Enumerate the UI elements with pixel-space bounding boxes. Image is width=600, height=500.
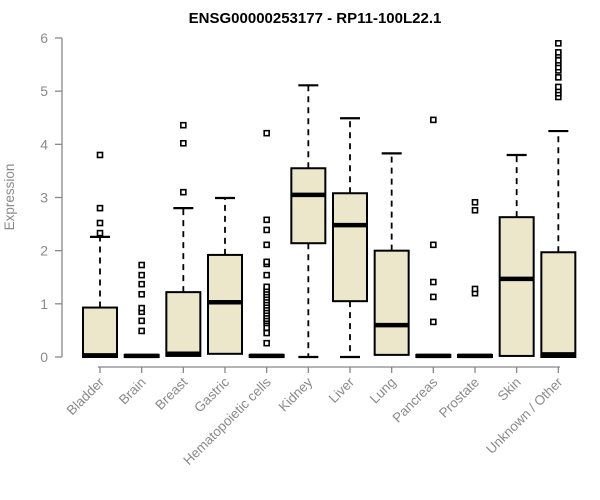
outlier-point: [471, 198, 479, 206]
category-label: Brain: [116, 375, 149, 408]
outlier-point: [263, 329, 270, 337]
outlier-point: [263, 226, 270, 234]
outlier-point: [430, 293, 437, 301]
outlier-point: [138, 327, 145, 335]
outlier-point: [180, 121, 187, 129]
outlier-point: [180, 139, 187, 147]
category-label: Skin: [495, 375, 524, 404]
category-label: Breast: [152, 374, 190, 412]
y-tick-label: 4: [40, 136, 48, 152]
outlier-point: [138, 317, 145, 325]
outlier-point: [555, 40, 562, 47]
outlier-point: [96, 151, 104, 159]
outlier-point: [430, 241, 437, 249]
outlier-point: [430, 278, 437, 286]
category-label: Liver: [326, 374, 358, 406]
box-rect: [82, 306, 118, 358]
outlier-point: [471, 206, 479, 214]
outlier-point: [430, 116, 437, 124]
category-label: Lung: [367, 375, 399, 407]
category-label: Kidney: [276, 374, 316, 414]
outlier-point: [263, 339, 270, 347]
box-rect: [540, 251, 577, 358]
y-tick-label: 0: [40, 349, 48, 365]
outlier-point: [138, 280, 145, 288]
outlier-point: [430, 318, 437, 326]
category-label: Unknown / Other: [483, 374, 566, 457]
box-rect: [332, 192, 369, 303]
box-rect: [290, 167, 327, 245]
category-label: Prostate: [436, 375, 482, 421]
y-tick-label: 2: [40, 243, 48, 259]
y-tick-label: 3: [40, 189, 48, 205]
category-label: Gastric: [191, 374, 232, 415]
box-rect: [498, 216, 535, 357]
outlier-point: [263, 283, 270, 291]
outlier-point: [96, 204, 104, 212]
box-rect: [373, 249, 410, 356]
y-tick-label: 6: [40, 30, 48, 46]
outlier-point: [96, 219, 104, 227]
y-tick-label: 1: [40, 296, 48, 312]
category-label: Bladder: [64, 374, 108, 418]
outlier-point: [263, 216, 270, 224]
outlier-point: [138, 271, 145, 279]
outlier-point: [555, 74, 562, 81]
outlier-point: [138, 304, 145, 312]
outlier-point: [180, 188, 187, 196]
chart-title: ENSG00000253177 - RP11-100L22.1: [189, 10, 442, 27]
category-label: Pancreas: [390, 374, 441, 425]
outlier-point: [138, 261, 145, 269]
outlier-point: [471, 285, 479, 293]
outlier-point: [263, 241, 270, 249]
outlier-point: [555, 83, 562, 91]
outlier-point: [555, 57, 562, 64]
outlier-point: [263, 271, 270, 279]
outlier-point: [263, 129, 270, 137]
box-rect: [165, 291, 202, 357]
outlier-point: [96, 229, 104, 237]
y-tick-label: 5: [40, 83, 48, 99]
outlier-point: [138, 290, 145, 298]
outlier-point: [555, 49, 562, 56]
outlier-point: [263, 258, 270, 266]
y-axis-label: Expression: [2, 164, 17, 231]
